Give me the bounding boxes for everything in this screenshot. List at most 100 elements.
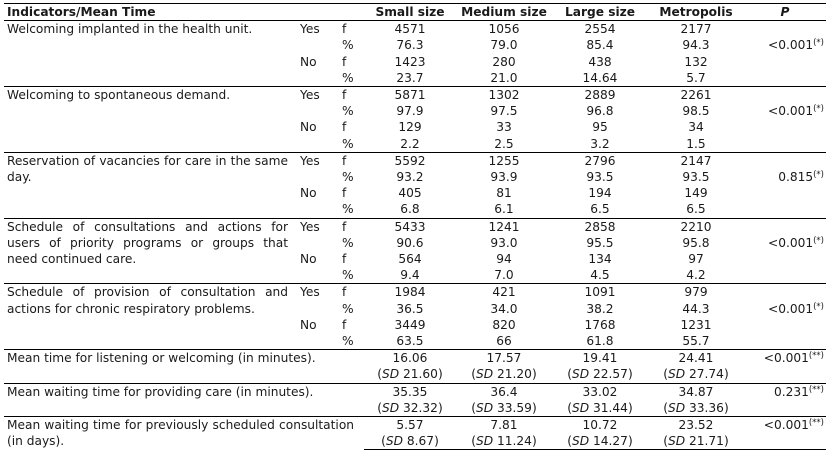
medium-size-value: 79.0 [490,38,518,53]
metropolis-value: 95.8 [682,235,710,250]
large-size-value: 4.5 [590,268,610,283]
p-value-note: (**) [808,384,824,395]
medium-size-value: 66 [496,334,512,349]
medium-size-value: 81 [496,186,512,201]
sd-label: SD [572,400,590,415]
small-size-value: 90.6 [396,235,424,250]
sd-value: 27.74 [689,367,724,382]
stat-type-cell: f [342,317,347,332]
table-row: Schedule of consultations and actions fo… [4,217,826,284]
p-value-cell: 0.815(*) [744,169,826,185]
table-row: No f 564 94 134 97 [4,251,826,267]
medium-size-value: 33 [496,120,512,135]
stat-type-cell: % [342,268,354,283]
header-metropolis: Metropolis [648,2,744,22]
stat-type-cell: % [342,38,354,53]
sd-value: 21.60 [403,367,438,382]
answer-cell [298,70,340,87]
answer-cell [298,235,340,251]
sd-label: SD [476,400,494,415]
p-value-cell: 0.231(**) [744,382,826,400]
sd-value: 8.67 [406,434,435,449]
small-size-sd: (SD 32.32) [377,400,443,415]
sd-value: 22.57 [593,367,628,382]
header-stat [340,2,364,22]
header-p-value: P [744,2,826,22]
large-size-sd: (SD 22.57) [567,367,633,382]
metropolis-mean: 24.41 [648,349,744,367]
sd-value: 21.20 [497,367,532,382]
metropolis-value: 2261 [648,86,744,104]
small-size-value: 9.4 [400,268,420,283]
medium-size-value: 34.0 [490,301,518,316]
p-value-empty [744,366,826,383]
table-row: % 63.5 66 61.8 55.7 [4,333,826,350]
p-value-empty [744,185,826,201]
metropolis-value: 55.7 [682,334,710,349]
table-header: Indicators/Mean Time Small size Medium s… [4,2,826,22]
p-value-cell: <0.001(**) [744,349,826,367]
p-value-note: (*) [813,170,824,181]
p-value-empty [744,400,826,417]
answer-cell: No [300,186,317,201]
large-size-value: 14.64 [582,70,618,85]
table-row: Mean waiting time for previously schedul… [4,416,826,450]
metropolis-value: 2147 [648,151,744,170]
p-value-cell: <0.001(*) [744,235,826,251]
p-value-cell: <0.001(*) [744,301,826,317]
medium-size-value: 1056 [456,20,552,38]
header-small-size: Small size [364,2,456,22]
metropolis-value: 5.7 [686,70,706,85]
large-size-value: 134 [588,252,612,267]
indicator-label: Schedule of provision of consultation an… [4,283,298,350]
metropolis-value: 6.5 [686,202,706,217]
p-value: <0.001 [768,104,814,119]
answer-cell: Yes [298,217,340,235]
p-value-empty [744,433,826,450]
indicator-label: Welcoming to spontaneous demand. [4,86,298,153]
medium-size-value: 97.5 [490,104,518,119]
sd-value: 33.36 [689,400,724,415]
small-size-value: 2.2 [400,136,420,151]
answer-cell [298,267,340,284]
answer-cell: Yes [298,86,340,104]
small-size-value: 97.9 [396,104,424,119]
table-row: Welcoming to spontaneous demand. Yes f 5871… [4,86,826,153]
large-size-mean: 19.41 [552,349,648,367]
stat-type-cell: f [340,20,364,38]
small-size-value: 129 [398,120,422,135]
stat-type-cell: % [342,170,354,185]
large-size-value: 95 [592,120,608,135]
p-value-empty [744,217,826,235]
sd-label: SD [476,434,494,449]
p-value: <0.001 [763,418,809,433]
p-value: 0.231 [773,384,809,399]
large-size-value: 1768 [584,317,616,332]
small-size-value: 4571 [364,20,456,38]
stat-type-cell: f [340,217,364,235]
sd-value: 11.24 [497,434,532,449]
metropolis-value: 2177 [648,20,744,38]
table-row: Reservation of vacancies for care in the… [4,151,826,219]
table-body: Welcoming implanted in the health unit. Y… [4,20,826,450]
p-value-empty [744,283,826,301]
table-row: Mean time for listening or welcoming (in… [4,349,826,384]
indicator-label: Welcoming implanted in the health unit. [4,20,298,87]
p-value: <0.001 [763,351,809,366]
p-value-note: (*) [813,301,824,312]
large-size-sd: (SD 14.27) [552,433,648,450]
p-value: <0.001 [768,38,814,53]
stat-type-cell: f [342,54,347,69]
small-size-value: 564 [398,252,422,267]
medium-size-sd: (SD 11.24) [456,433,552,450]
results-table: Indicators/Mean Time Small size Medium s… [4,2,826,450]
medium-size-value: 280 [492,54,516,69]
large-size-mean: 10.72 [552,416,648,434]
table-row: % 90.6 93.0 95.5 95.8 <0.001(*) [4,235,826,251]
metropolis-value: 979 [648,283,744,301]
p-value-empty [744,86,826,104]
large-size-value: 1091 [552,283,648,301]
metropolis-value: 97 [688,252,704,267]
large-size-value: 2554 [552,20,648,38]
medium-size-value: 421 [456,283,552,301]
